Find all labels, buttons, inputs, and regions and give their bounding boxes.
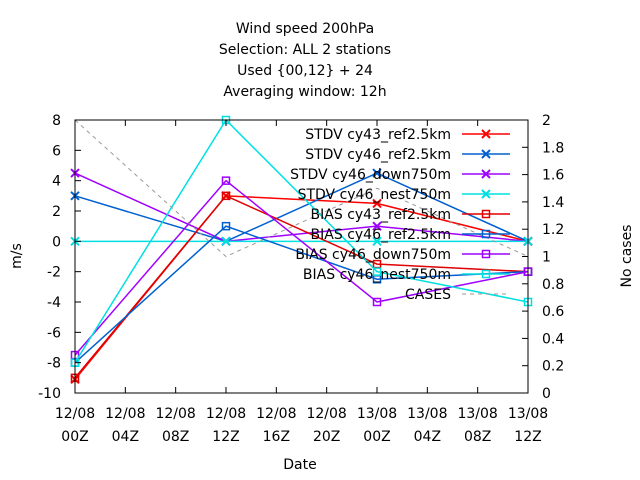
legend-marker [481,209,491,219]
y2-tick-label: 1.4 [542,195,564,211]
title-line: Wind speed 200hPa [236,21,374,37]
legend-label: CASES [405,287,451,303]
x-tick-label-date: 12/08 [55,406,95,422]
x-tick-label-hour: 08Z [162,429,189,445]
data-point [221,236,231,247]
y2-tick-label: 0.2 [542,359,564,375]
x-tick-label-date: 12/08 [105,406,145,422]
legend-marker [481,249,491,259]
plot-series [70,115,533,385]
series-0 [70,191,533,385]
title-line: Used {00,12} + 24 [237,63,373,79]
x-tick-label-hour: 00Z [61,429,88,445]
series-line [74,118,529,364]
x-tick-label-hour: 00Z [363,429,390,445]
legend-label: STDV cy43_ref2.5km [305,127,451,143]
y-tick-label: 0 [52,234,61,250]
y-tick-label: -8 [47,356,61,372]
x-tick-label-date: 13/08 [407,406,447,422]
legend-marker [481,229,491,239]
legend-marker [481,169,491,179]
legend-label: BIAS cy46_down750m [295,247,451,263]
legend-label: STDV cy46_ref2.5km [305,147,451,163]
axes: -10 -8 -6 -4 -2 0 2 4 6 8 0 0.2 0.4 0.6 0.8 1 1.2 1.4 1.6 1… [38,113,564,445]
series-line [74,194,529,379]
data-point [372,198,382,209]
legend-label: BIAS cy46_ref2.5km [311,227,451,243]
legend-label: STDV cy46_nest750m [298,187,451,203]
y2-tick-label: 1.6 [542,168,564,184]
y2-tick-label: 0.6 [542,304,564,320]
y2-tick-label: 1.8 [542,140,564,156]
x-tick-label-hour: 04Z [414,429,441,445]
series-line [74,172,529,243]
legend-item: BIAS cy43_ref2.5km [311,207,510,223]
title-line: Selection: ALL 2 stations [219,42,391,58]
x-tick-label-date: 12/08 [306,406,346,422]
series-line [74,225,529,364]
y-tick-label: -4 [47,295,61,311]
x-tick-label-date: 12/08 [155,406,195,422]
x-tick-label-hour: 12Z [514,429,541,445]
series-4 [70,191,533,383]
y-tick-label: 8 [52,113,61,129]
legend-item: STDV cy43_ref2.5km [305,127,510,143]
x-tick-label-date: 13/08 [357,406,397,422]
y2-axis-label: No cases [619,225,635,288]
legend-item: STDV cy46_down750m [290,167,510,183]
data-point [372,221,382,231]
y2-tick-label: 2 [542,113,551,129]
y2-tick-label: 0.4 [542,331,564,347]
data-point [372,297,382,307]
legend-marker [481,189,491,199]
x-tick-label-date: 12/08 [256,406,296,422]
legend-label: STDV cy46_down750m [290,167,451,183]
x-tick-label-hour: 20Z [313,429,340,445]
legend-item: BIAS cy46_nest750m [303,267,510,283]
chart-title: Wind speed 200hPa Selection: ALL 2 statio… [219,21,391,100]
legend-item: BIAS cy46_ref2.5km [311,227,510,243]
legend-label: BIAS cy43_ref2.5km [311,207,451,223]
data-point [372,236,382,247]
y-axis-label: m/s [9,243,25,269]
x-tick-label-date: 12/08 [206,406,246,422]
y-tick-label: -10 [38,386,61,402]
legend-item: STDV cy46_nest750m [298,187,510,203]
x-tick-label-hour: 12Z [212,429,239,445]
y2-tick-label: 1.2 [542,222,564,238]
y2-tick-label: 0.8 [542,277,564,293]
legend-item: BIAS cy46_down750m [295,247,510,263]
x-axis-label: Date [283,457,316,473]
legend-marker [481,149,491,159]
x-tick-label-date: 13/08 [508,406,548,422]
y-tick-label: 4 [52,174,61,190]
title-line: Averaging window: 12h [223,84,386,100]
data-point [221,191,231,201]
legend-item: STDV cy46_ref2.5km [305,147,510,163]
data-point [372,168,382,178]
legend: STDV cy43_ref2.5km STDV cy46_ref2.5km STDV… [290,127,510,303]
x-tick-label-hour: 16Z [263,429,290,445]
y-tick-label: 2 [52,204,61,220]
y2-tick-label: 1 [542,250,551,266]
x-tick-label-hour: 08Z [464,429,491,445]
data-point [372,267,382,276]
y-tick-label: 6 [52,143,61,159]
y-tick-label: -2 [47,265,61,281]
data-point [221,176,231,185]
series-line [74,172,529,243]
data-point [221,221,231,231]
legend-marker [481,129,491,139]
x-tick-label-date: 13/08 [457,406,497,422]
x-tick-label-hour: 04Z [112,429,139,445]
legend-item: CASES [405,287,510,303]
legend-marker [481,269,491,279]
y-tick-label: -6 [47,325,61,341]
y2-tick-label: 0 [542,386,551,402]
legend-label: BIAS cy46_nest750m [303,267,451,283]
